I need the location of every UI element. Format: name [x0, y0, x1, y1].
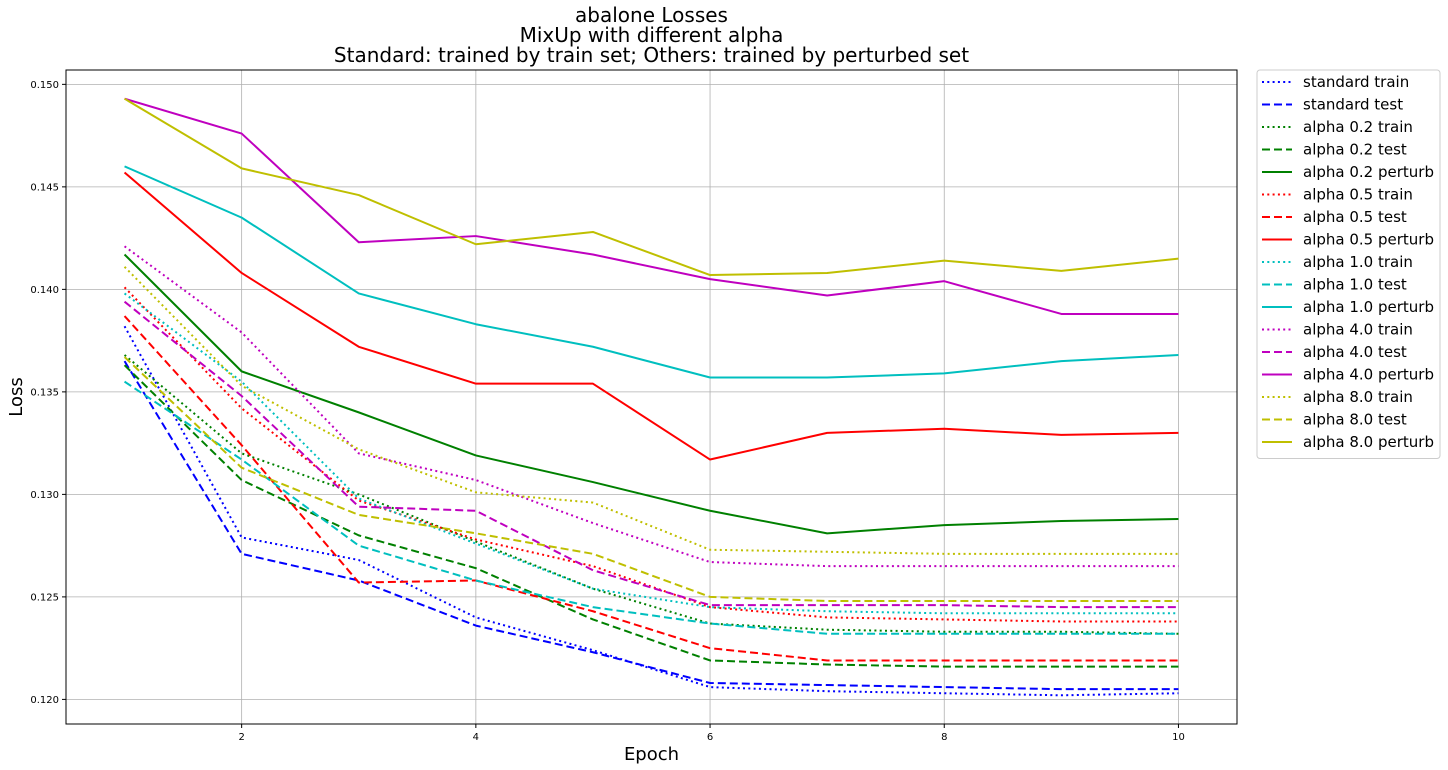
x-axis-ticks: 2 4 6 8 10: [238, 724, 1185, 743]
y-tick-label: 0.135: [30, 387, 59, 398]
x-tick-label: 6: [707, 732, 713, 743]
x-axis-label: Epoch: [624, 744, 679, 765]
y-tick-label: 0.125: [30, 592, 59, 603]
legend-label: alpha 8.0 test: [1303, 411, 1407, 429]
chart-title-line: abalone Losses: [575, 3, 728, 27]
series-line-alpha-4-0-test: [123, 300, 1179, 609]
y-axis-label: Loss: [6, 377, 27, 416]
y-tick-label: 0.150: [30, 80, 59, 91]
series-line-alpha-8-0-train: [123, 266, 1179, 555]
plot-area-frame: [65, 69, 1238, 725]
legend-label: alpha 0.2 perturb: [1303, 163, 1434, 181]
series-line-alpha-0-2-train: [123, 354, 1179, 635]
legend-label: alpha 4.0 test: [1303, 343, 1407, 361]
series-line-alpha-0-2-test: [123, 364, 1179, 668]
series-line-alpha-1-0-perturb: [124, 165, 1179, 379]
series-line-alpha-1-0-test: [123, 380, 1179, 635]
legend-label: alpha 0.2 train: [1303, 118, 1413, 136]
x-tick-label: 2: [238, 732, 244, 743]
legend-label: alpha 0.5 perturb: [1303, 231, 1434, 249]
legend-label: alpha 0.5 train: [1303, 186, 1413, 204]
series-line-alpha-1-0-train: [123, 292, 1179, 615]
legend-label: alpha 4.0 train: [1303, 321, 1413, 339]
y-tick-label: 0.120: [30, 695, 59, 706]
legend-label: standard train: [1303, 73, 1409, 91]
grid-lines: [66, 70, 1237, 724]
x-tick-label: 4: [473, 732, 479, 743]
y-tick-label: 0.130: [30, 490, 59, 501]
series-line-standard-test: [123, 360, 1179, 691]
legend: standard train standard test alpha 0.2 tra…: [1256, 69, 1441, 459]
legend-label: standard test: [1303, 96, 1403, 114]
legend-label: alpha 1.0 test: [1303, 276, 1407, 294]
x-tick-label: 8: [941, 732, 947, 743]
series-line-alpha-0-5-test: [123, 315, 1179, 662]
legend-label: alpha 4.0 perturb: [1303, 366, 1434, 384]
series-line-alpha-4-0-perturb: [124, 97, 1179, 315]
series-line-alpha-0-5-train: [123, 286, 1179, 623]
legend-label: alpha 1.0 perturb: [1303, 298, 1434, 316]
legend-frame: [1256, 69, 1441, 459]
series-line-alpha-4-0-train: [123, 245, 1179, 568]
y-tick-label: 0.140: [30, 285, 59, 296]
legend-label: alpha 8.0 train: [1303, 388, 1413, 406]
chart-title-line: Standard: trained by train set; Others: …: [334, 43, 969, 67]
legend-label: alpha 8.0 perturb: [1303, 433, 1434, 451]
x-tick-label: 10: [1172, 732, 1185, 743]
series-line-alpha-8-0-perturb: [124, 97, 1179, 277]
legend-label: alpha 0.5 test: [1303, 208, 1407, 226]
legend-label: alpha 0.2 test: [1303, 141, 1407, 159]
chart-title-line: MixUp with different alpha: [520, 23, 784, 47]
legend-label: alpha 1.0 train: [1303, 253, 1413, 271]
series-line-alpha-0-5-perturb: [123, 171, 1179, 461]
y-tick-label: 0.145: [30, 182, 59, 193]
series-line-alpha-8-0-test: [123, 356, 1179, 602]
y-axis-ticks: 0.120 0.125 0.130 0.135 0.140 0.145 0.150: [30, 80, 66, 706]
series-lines: [123, 97, 1179, 697]
series-line-alpha-0-2-perturb: [123, 253, 1179, 535]
